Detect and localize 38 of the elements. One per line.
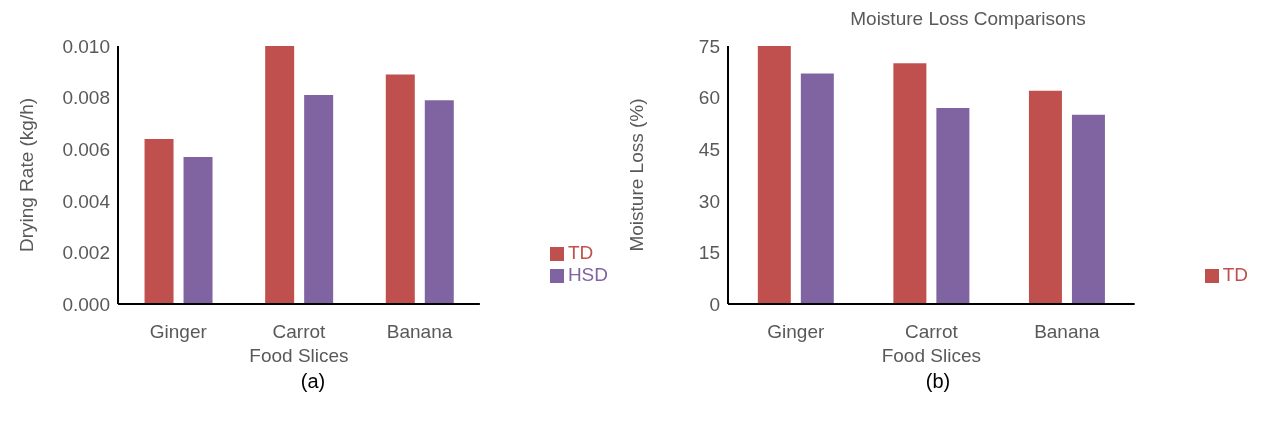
bar (424, 100, 454, 304)
text: (a) (299, 370, 327, 393)
y-axis-title: Drying Rate (kg/h) (15, 97, 37, 253)
y-tick-label: 0.006 (62, 138, 110, 160)
y-tick-label: 0.000 (62, 293, 110, 315)
y-tick-label: 45 (698, 138, 720, 160)
x-tick-label: Ginger (767, 321, 825, 342)
x-tick-label: Banana (1034, 321, 1101, 342)
y-tick-label: 15 (698, 242, 720, 264)
y-tick-label: 0 (709, 293, 720, 315)
y-tick-label: 0.004 (62, 190, 111, 212)
x-tick-label: Carrot Food Slices (881, 321, 981, 366)
bar (757, 46, 791, 304)
bar (1071, 114, 1105, 304)
bar (936, 107, 970, 304)
y-tick-label: 0.008 (62, 87, 110, 109)
y-tick-label: 0.010 (62, 35, 110, 57)
text: (b) (924, 370, 952, 393)
bar (265, 46, 295, 304)
bar (800, 73, 834, 304)
bar (183, 156, 213, 304)
bar (304, 95, 334, 304)
bar (144, 138, 174, 304)
y-tick-label: 0.002 (62, 242, 110, 264)
y-tick-label: 60 (698, 87, 720, 109)
y-tick-label: 75 (698, 35, 720, 57)
x-tick-label: Banana (386, 321, 453, 342)
bar (893, 63, 927, 304)
legend-label: TD (567, 242, 594, 263)
x-tick-label: Ginger (149, 321, 208, 342)
y-axis-title: Moisture Loss (%) (625, 98, 647, 252)
legend-label: HSD (567, 264, 608, 285)
x-tick-label: Carrot Food Slices (249, 321, 349, 366)
bar (385, 74, 415, 304)
bar (1028, 90, 1062, 304)
legend-label: TD (1222, 264, 1248, 285)
chart-title: Moisture Loss Comparisons (849, 8, 1087, 31)
y-tick-label: 30 (698, 190, 720, 212)
